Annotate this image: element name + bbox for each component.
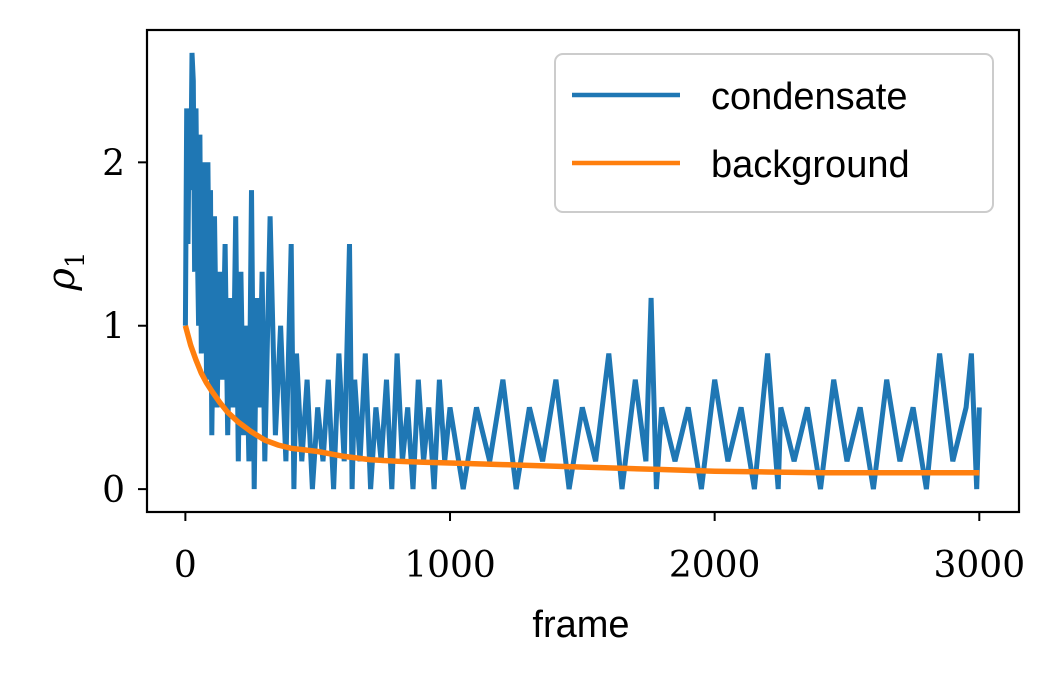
y-axis-label-subscript: 1 (61, 252, 91, 269)
series-layer (182, 52, 982, 490)
x-axis: 0 1000 2000 3000 (174, 512, 1025, 586)
y-tick-label: 2 (102, 143, 125, 184)
y-tick-label: 1 (102, 307, 125, 348)
x-tick-label: 1000 (404, 545, 496, 586)
x-tick-label: 3000 (933, 545, 1025, 586)
legend: condensate background (554, 53, 994, 213)
x-tick-label: 0 (174, 545, 197, 586)
y-tick-label: 0 (102, 470, 125, 511)
y-axis: 0 1 2 (102, 143, 147, 511)
legend-condensate-label: condensate (711, 76, 908, 118)
x-axis-label: frame (532, 604, 629, 646)
plot-frame (145, 28, 1021, 514)
background-line (182, 324, 980, 476)
legend-background-label: background (711, 144, 910, 186)
y-axis-label: ρ1 (39, 252, 91, 292)
condensate-line (182, 52, 982, 490)
x-tick-label: 2000 (669, 545, 761, 586)
y-axis-label-symbol: ρ (39, 267, 83, 291)
